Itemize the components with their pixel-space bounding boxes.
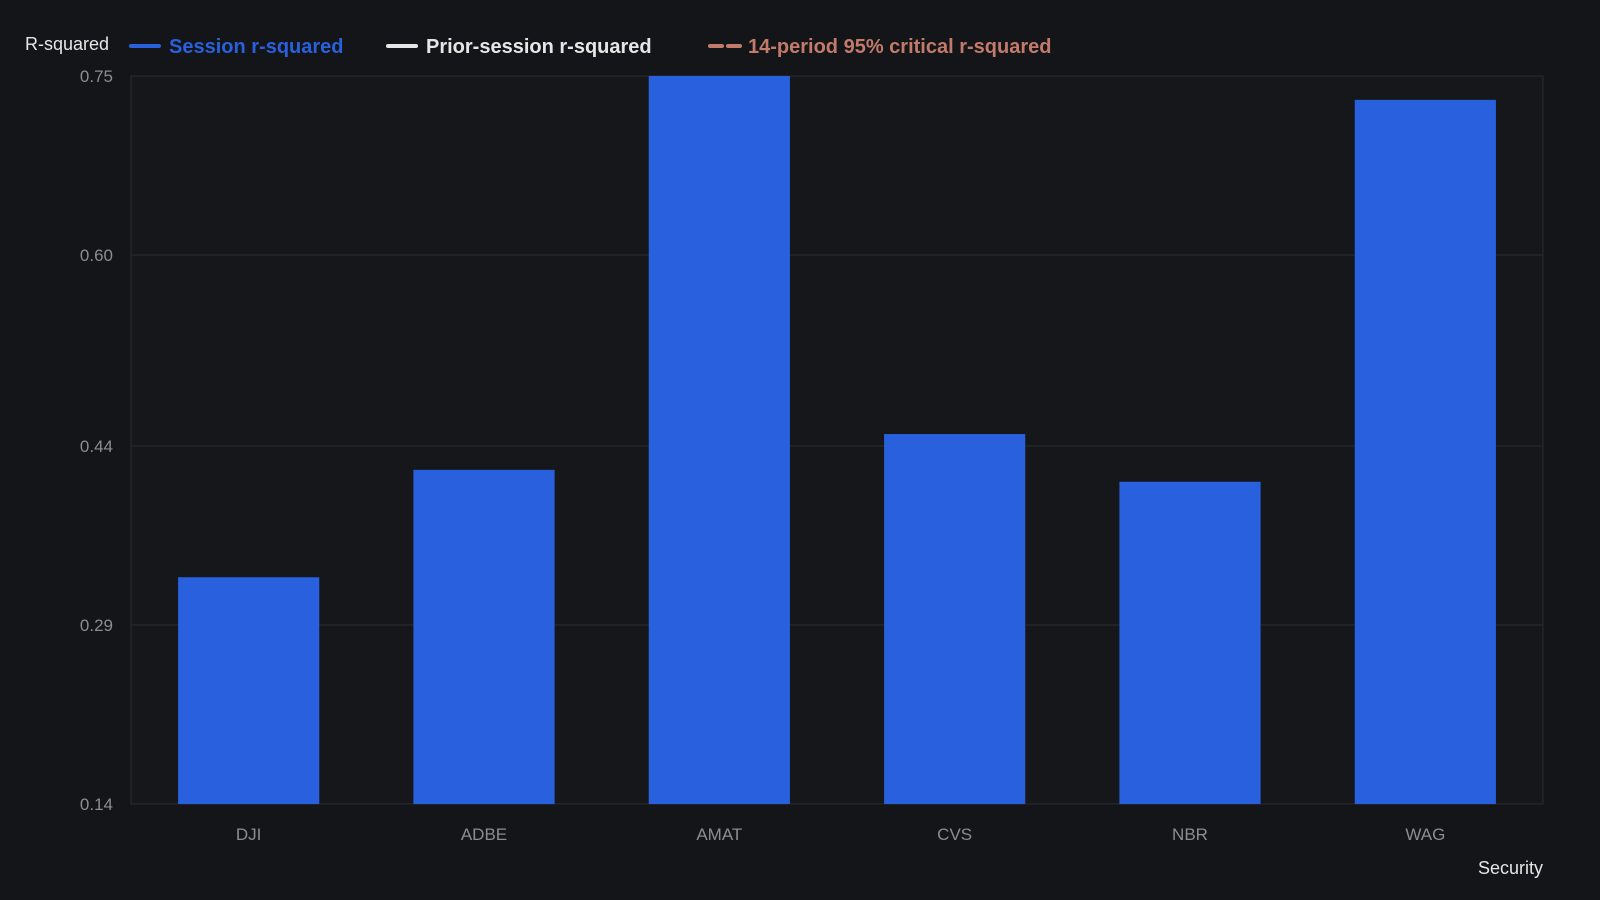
- y-tick-label: 0.29: [80, 616, 113, 635]
- plot-area: [130, 75, 1544, 805]
- legend-item: Session r-squared: [129, 36, 344, 58]
- legend-label: Session r-squared: [169, 36, 344, 58]
- bar-adbe: [413, 469, 555, 804]
- legend-label: Prior-session r-squared: [426, 36, 652, 58]
- x-tick-label: WAG: [1405, 825, 1445, 844]
- legend-item: Prior-session r-squared: [386, 36, 652, 58]
- bar-amat: [648, 76, 790, 804]
- x-axis-title: Security: [1478, 858, 1543, 878]
- x-tick-label: ADBE: [461, 825, 507, 844]
- bar-cvs: [884, 434, 1026, 804]
- y-tick-label: 0.44: [80, 437, 113, 456]
- bar-dji: [178, 577, 320, 804]
- x-tick-label: NBR: [1172, 825, 1208, 844]
- y-axis-title: R-squared: [25, 34, 109, 54]
- bar-nbr: [1119, 481, 1261, 804]
- bar-wag: [1354, 99, 1496, 805]
- legend-label: 14-period 95% critical r-squared: [748, 36, 1051, 58]
- y-tick-label: 0.75: [80, 67, 113, 86]
- x-tick-label: DJI: [236, 825, 262, 844]
- y-tick-label: 0.60: [80, 246, 113, 265]
- y-tick-label: 0.14: [80, 795, 113, 814]
- x-tick-label: AMAT: [696, 825, 742, 844]
- x-tick-label: CVS: [937, 825, 972, 844]
- legend-item: 14-period 95% critical r-squared: [708, 36, 1051, 58]
